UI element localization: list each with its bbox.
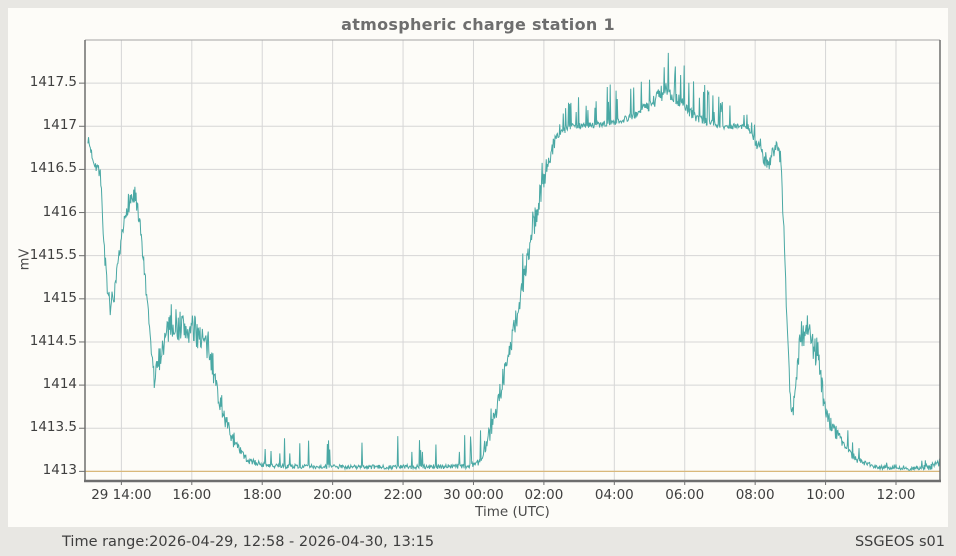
x-tick-label: 12:00 — [876, 487, 916, 503]
station-id-text: SSGEOS s01 — [854, 534, 945, 550]
x-tick-label: 16:00 — [172, 487, 212, 503]
x-tick-label: 29 14:00 — [91, 487, 152, 503]
chart-panel: atmospheric charge station 1 mV 1413 1413… — [8, 8, 948, 527]
x-tick-label: 10:00 — [806, 487, 846, 503]
chart-plot[interactable] — [8, 8, 948, 527]
time-range-text: Time range:2026-04-29, 12:58 - 2026-04-3… — [62, 534, 435, 550]
y-tick-label: 1414 — [42, 376, 77, 393]
y-tick-label: 1413.5 — [29, 419, 77, 436]
status-bar: Time range:2026-04-29, 12:58 - 2026-04-3… — [0, 530, 956, 556]
y-tick-label: 1417 — [42, 117, 77, 134]
x-tick-label: 22:00 — [383, 487, 423, 503]
y-tick-label: 1417.5 — [29, 74, 77, 91]
y-tick-label: 1416 — [42, 203, 77, 220]
y-tick-label: 1416.5 — [29, 160, 77, 177]
x-tick-label: 30 00:00 — [443, 487, 504, 503]
chart-title: atmospheric charge station 1 — [341, 15, 615, 34]
x-tick-label: 20:00 — [313, 487, 353, 503]
data-series-line — [87, 52, 940, 472]
x-tick-label: 02:00 — [524, 487, 564, 503]
x-tick-label: 08:00 — [735, 487, 775, 503]
x-axis-title: Time (UTC) — [475, 504, 550, 520]
x-tick-label: 18:00 — [242, 487, 282, 503]
x-tick-label: 04:00 — [594, 487, 634, 503]
x-tick-label: 06:00 — [665, 487, 705, 503]
y-tick-label: 1413 — [42, 462, 77, 479]
y-tick-label: 1415 — [42, 289, 77, 306]
y-tick-label: 1414.5 — [29, 332, 77, 349]
y-tick-label: 1415.5 — [29, 246, 77, 263]
